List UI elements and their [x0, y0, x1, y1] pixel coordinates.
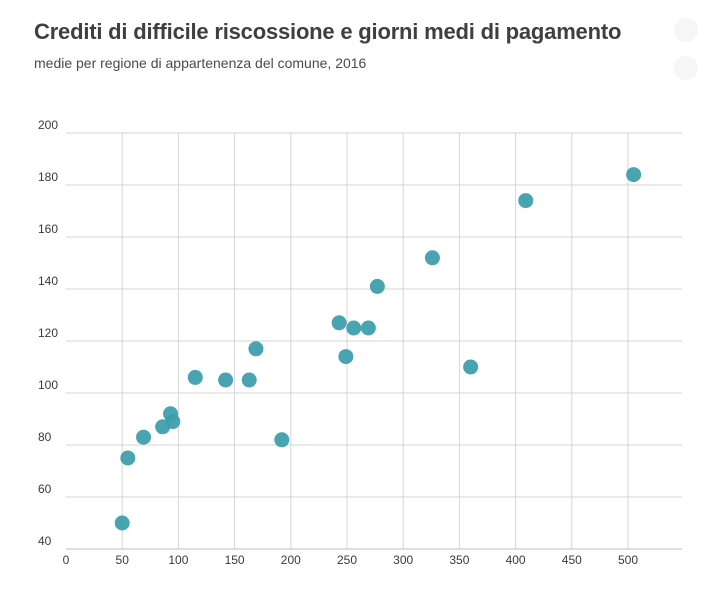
data-point: [187, 369, 203, 385]
data-point: [120, 450, 136, 466]
data-point: [338, 349, 354, 365]
data-point: [518, 193, 534, 209]
data-point: [626, 167, 642, 183]
y-tick-label: 100: [38, 378, 58, 392]
x-tick-label: 500: [618, 553, 638, 567]
y-tick-label: 40: [38, 534, 52, 548]
y-tick-label: 200: [38, 118, 58, 132]
decorative-circle: [674, 18, 698, 42]
y-tick-label: 140: [38, 274, 58, 288]
x-tick-label: 100: [168, 553, 188, 567]
x-tick-label: 0: [63, 553, 70, 567]
data-point: [424, 250, 440, 266]
data-point: [136, 429, 152, 445]
x-tick-label: 350: [449, 553, 469, 567]
y-tick-label: 180: [38, 170, 58, 184]
data-point: [369, 278, 385, 294]
y-tick-label: 60: [38, 482, 52, 496]
data-point: [165, 414, 181, 430]
x-tick-label: 150: [225, 553, 245, 567]
data-point: [241, 372, 257, 388]
x-tick-label: 400: [506, 553, 526, 567]
data-point: [218, 372, 234, 388]
data-point: [331, 315, 347, 331]
data-point: [114, 515, 130, 531]
data-point: [248, 341, 264, 357]
decorative-circle: [674, 56, 698, 80]
y-tick-label: 120: [38, 326, 58, 340]
data-point: [346, 320, 362, 336]
y-tick-label: 160: [38, 222, 58, 236]
x-tick-label: 300: [393, 553, 413, 567]
data-point: [360, 320, 376, 336]
x-tick-label: 450: [562, 553, 582, 567]
chart-title: Crediti di difficile riscossione e giorn…: [34, 19, 622, 44]
x-tick-label: 200: [281, 553, 301, 567]
data-point: [274, 432, 290, 448]
x-tick-label: 250: [337, 553, 357, 567]
data-point: [463, 359, 479, 375]
chart-subtitle: medie per regione di appartenenza del co…: [34, 55, 367, 71]
y-tick-label: 80: [38, 430, 52, 444]
x-tick-label: 50: [116, 553, 130, 567]
